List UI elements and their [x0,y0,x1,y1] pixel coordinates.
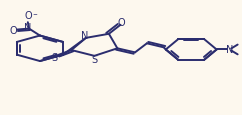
Text: $^-$: $^-$ [31,11,38,20]
Text: N: N [81,31,88,41]
Text: O: O [24,11,32,21]
Text: S: S [92,54,98,64]
Text: N: N [226,45,233,55]
Text: O: O [118,18,126,28]
Text: S: S [51,52,57,62]
Text: O: O [9,25,17,35]
Text: N: N [24,23,31,33]
